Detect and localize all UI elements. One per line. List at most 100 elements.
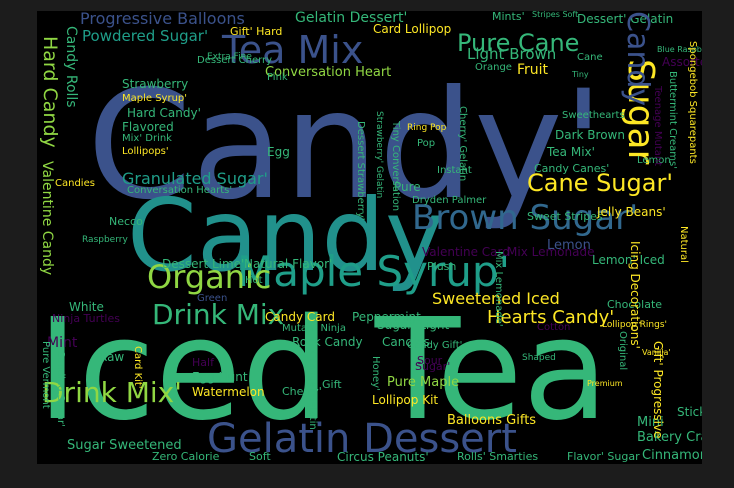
wordcloud-word: Dessert Cherry bbox=[197, 55, 273, 66]
wordcloud-word: Blue Raspberry' bbox=[657, 45, 702, 54]
wordcloud-word: Pop bbox=[417, 138, 436, 149]
wordcloud-word: Egg bbox=[267, 145, 290, 159]
wordcloud-word: Mix Lemonade' bbox=[493, 251, 504, 327]
wordcloud-word: Conversation Hearts' bbox=[127, 185, 233, 196]
wordcloud-word: Valentine Candy bbox=[39, 161, 55, 276]
wordcloud-word: Maple Syrup' bbox=[122, 93, 188, 104]
wordcloud-word: Tiny bbox=[572, 70, 589, 79]
wordcloud-word: Lemon' Iced bbox=[592, 253, 665, 267]
wordcloud-word: Dessert Lime' bbox=[162, 257, 245, 271]
wordcloud-word: Raw bbox=[99, 350, 125, 364]
wordcloud-word: Hot bbox=[245, 275, 263, 286]
wordcloud-word: Icing Decorations' bbox=[628, 241, 642, 349]
wordcloud-word: Gelatin Dessert bbox=[207, 416, 517, 462]
wordcloud-word: Iced Tea bbox=[37, 289, 609, 452]
wordcloud-word: Sweet Stripes bbox=[527, 210, 603, 223]
wordcloud-word: Candy Card bbox=[265, 310, 335, 324]
wordcloud-word: Egg Hunt bbox=[192, 370, 248, 384]
wordcloud-word: Tea Mix' bbox=[547, 145, 595, 159]
wordcloud-word: Original bbox=[617, 331, 628, 371]
wordcloud-word: Peppermint bbox=[352, 310, 421, 324]
wordcloud-word: Shaped bbox=[522, 353, 556, 363]
wordcloud-word: Sweethearts bbox=[562, 110, 625, 121]
wordcloud-word: Cinnamon bbox=[642, 448, 702, 463]
wordcloud-word: Ring Pop bbox=[407, 123, 447, 133]
wordcloud-word: Powdered Sugar' bbox=[82, 27, 209, 45]
wordcloud-word: Cotton bbox=[537, 322, 571, 333]
wordcloud-word: Tiny Conversation bbox=[390, 121, 401, 212]
wordcloud-word: Cane bbox=[577, 52, 603, 63]
wordcloud-word: Granulated Sugar' bbox=[122, 169, 268, 188]
wordcloud-word: Instant bbox=[437, 165, 472, 176]
wordcloud-word: Light Brown bbox=[467, 45, 557, 63]
wordcloud-word: Candy bbox=[620, 11, 655, 107]
wordcloud-word: Valentine Card bbox=[422, 245, 510, 259]
wordcloud-word: Sweetened Iced bbox=[432, 289, 560, 308]
wordcloud-word: Vanilla' bbox=[642, 348, 671, 357]
wordcloud-word: Brown Sugar' bbox=[412, 198, 639, 238]
wordcloud-word: Sugar bbox=[620, 59, 661, 165]
wordcloud-word: Soft bbox=[249, 450, 271, 463]
wordcloud-word: Buttermint Creams' bbox=[667, 71, 678, 169]
wordcloud-word: Watermelon bbox=[192, 385, 265, 399]
wordcloud-word: Sanding Sugar' bbox=[55, 351, 66, 427]
wordcloud-word: Raspberry bbox=[82, 235, 128, 245]
wordcloud-word: Half bbox=[192, 356, 214, 369]
wordcloud-word: Lollipop Kit bbox=[372, 393, 439, 407]
wordcloud-word: Mix' Drink bbox=[122, 133, 172, 144]
wordcloud-word: Mints' bbox=[492, 11, 525, 23]
wordcloud-word: Sugar Sweetened bbox=[67, 438, 182, 453]
wordcloud-word: Green bbox=[197, 293, 228, 304]
wordcloud-word: Mint bbox=[47, 335, 78, 351]
wordcloud-word: Hearts Candy' bbox=[487, 307, 615, 328]
wordcloud-word: Ninja Turtles bbox=[52, 312, 120, 325]
wordcloud-word: Cane Sugar' bbox=[527, 169, 673, 197]
wordcloud-word: Natural Flavor' bbox=[244, 257, 333, 271]
wordcloud-word: Cherry' bbox=[282, 385, 322, 398]
wordcloud-word: Cherry' Gelatin bbox=[457, 106, 468, 182]
wordcloud-word: Pure Vermont bbox=[40, 341, 51, 409]
wordcloud-word: Lollipops' bbox=[122, 146, 169, 157]
wordcloud-word: Gift bbox=[322, 378, 342, 391]
wordcloud-word: Spongebob Squarepants bbox=[687, 41, 698, 164]
wordcloud-word: Lemon bbox=[637, 155, 671, 166]
wordcloud-word: Jelly Beans' bbox=[597, 205, 666, 219]
wordcloud-word: Orange bbox=[475, 62, 512, 73]
wordcloud-word: Necco bbox=[109, 215, 143, 228]
wordcloud-word: Candies bbox=[55, 178, 95, 189]
wordcloud-word: Pure Maple bbox=[387, 375, 460, 390]
wordcloud-word: Candies bbox=[382, 335, 430, 349]
wordcloud-word: Candy Canes' bbox=[534, 162, 610, 175]
wordcloud-word: Gift' Hard bbox=[230, 25, 283, 38]
wordcloud-word: Lemon bbox=[547, 238, 591, 253]
wordcloud-word: Rock Candy bbox=[292, 335, 363, 349]
wordcloud-word: Candy Gift' bbox=[407, 340, 463, 351]
wordcloud-word: Dark Brown bbox=[555, 128, 625, 142]
wordcloud-word: Conversation Heart bbox=[265, 65, 392, 80]
wordcloud-word: Premium bbox=[587, 379, 623, 388]
wordcloud-canvas: Candy' Iced Tea Candy Maple Syrup' Gelatin D… bbox=[37, 11, 702, 464]
wordcloud-word: Fruit bbox=[517, 62, 549, 78]
wordcloud-word: Gelatin Dessert' bbox=[295, 11, 408, 26]
wordcloud-word: Stick bbox=[677, 405, 702, 419]
wordcloud-word: Dessert Strawberry' bbox=[355, 121, 366, 221]
wordcloud-word: Hard Candy' bbox=[127, 106, 201, 120]
wordcloud-word: Flavor' Sugar bbox=[567, 450, 640, 463]
wordcloud-word: Stripes Soft bbox=[532, 11, 579, 19]
wordcloud-word: Teenage Mutant bbox=[652, 86, 663, 167]
wordcloud-word: Candy' bbox=[87, 59, 604, 233]
wordcloud-word: Balloons Gifts bbox=[447, 413, 537, 428]
wordcloud-word: Zero Calorie bbox=[152, 450, 220, 463]
wordcloud-word: Orange' Gelatin bbox=[307, 351, 318, 430]
wordcloud-word: Lollipop Rings' bbox=[602, 320, 667, 330]
wordcloud-word: Candy Rolls bbox=[63, 26, 79, 108]
wordcloud-word: Plush bbox=[427, 260, 457, 273]
wordcloud-word: White bbox=[69, 300, 104, 314]
wordcloud-word: Assorted bbox=[662, 55, 702, 69]
wordcloud-word: Dryden Palmer bbox=[412, 195, 487, 206]
wordcloud-word: Extra Fine bbox=[207, 52, 252, 62]
wordcloud-word: Pure bbox=[394, 180, 421, 194]
wordcloud-word: Strawberry bbox=[122, 77, 189, 91]
wordcloud-word: Honey' bbox=[370, 356, 381, 391]
wordcloud-word: Progressive Balloons bbox=[80, 11, 245, 28]
